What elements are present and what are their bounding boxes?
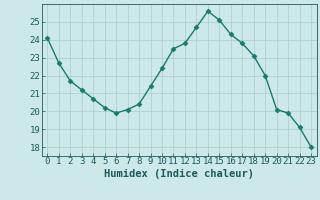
- X-axis label: Humidex (Indice chaleur): Humidex (Indice chaleur): [104, 169, 254, 179]
